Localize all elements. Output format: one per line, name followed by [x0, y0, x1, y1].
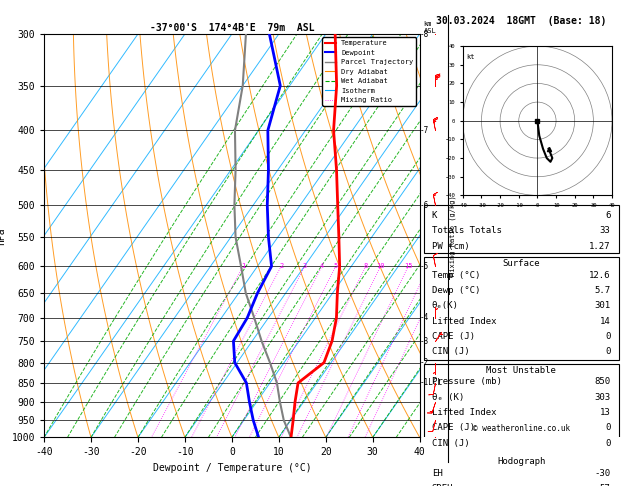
Text: θₑ(K): θₑ(K)	[432, 301, 459, 310]
Y-axis label: hPa: hPa	[0, 227, 6, 244]
Text: 0: 0	[605, 439, 611, 448]
Text: Totals Totals: Totals Totals	[432, 226, 502, 235]
Text: 0: 0	[605, 423, 611, 433]
Text: CAPE (J): CAPE (J)	[432, 423, 475, 433]
Text: 3: 3	[303, 263, 307, 269]
Text: 5.7: 5.7	[594, 286, 611, 295]
Text: -7: -7	[420, 126, 429, 135]
Text: Temp (°C): Temp (°C)	[432, 271, 480, 279]
Text: 0: 0	[605, 332, 611, 341]
Text: 30.03.2024  18GMT  (Base: 18): 30.03.2024 18GMT (Base: 18)	[436, 16, 606, 26]
Text: Lifted Index: Lifted Index	[432, 316, 496, 326]
Text: 15: 15	[404, 263, 413, 269]
Text: 303: 303	[594, 393, 611, 402]
Text: 8: 8	[364, 263, 368, 269]
Text: -3: -3	[420, 336, 429, 346]
Text: © weatheronline.co.uk: © weatheronline.co.uk	[472, 424, 570, 434]
Text: -8: -8	[420, 30, 429, 38]
Text: -5: -5	[420, 262, 429, 271]
X-axis label: Dewpoint / Temperature (°C): Dewpoint / Temperature (°C)	[153, 463, 311, 473]
Text: -6: -6	[420, 201, 429, 209]
Text: CAPE (J): CAPE (J)	[432, 332, 475, 341]
Text: -1LCL: -1LCL	[420, 379, 443, 387]
Text: K: K	[432, 211, 437, 220]
Text: 0: 0	[605, 347, 611, 356]
Text: 1.27: 1.27	[589, 242, 611, 251]
Text: 33: 33	[600, 226, 611, 235]
Text: km
ASL: km ASL	[423, 21, 436, 34]
Text: CIN (J): CIN (J)	[432, 439, 469, 448]
Legend: Temperature, Dewpoint, Parcel Trajectory, Dry Adiabat, Wet Adiabat, Isotherm, Mi: Temperature, Dewpoint, Parcel Trajectory…	[323, 37, 416, 106]
Text: SREH: SREH	[432, 484, 454, 486]
Text: 301: 301	[594, 301, 611, 310]
Text: CIN (J): CIN (J)	[432, 347, 469, 356]
Text: 12.6: 12.6	[589, 271, 611, 279]
Title: -37°00'S  174°4B'E  79m  ASL: -37°00'S 174°4B'E 79m ASL	[150, 23, 314, 33]
Text: 2: 2	[279, 263, 283, 269]
Text: 4: 4	[320, 263, 324, 269]
Text: Dewp (°C): Dewp (°C)	[432, 286, 480, 295]
Text: -30: -30	[594, 469, 611, 478]
Text: 850: 850	[594, 377, 611, 386]
Text: Most Unstable: Most Unstable	[486, 365, 556, 375]
Text: Hodograph: Hodograph	[497, 457, 545, 466]
Text: -2: -2	[420, 358, 429, 367]
Text: Pressure (mb): Pressure (mb)	[432, 377, 502, 386]
Text: -4: -4	[420, 313, 429, 322]
Text: 14: 14	[600, 316, 611, 326]
Text: 10: 10	[376, 263, 385, 269]
Text: 13: 13	[600, 408, 611, 417]
Text: PW (cm): PW (cm)	[432, 242, 469, 251]
Text: 57: 57	[600, 484, 611, 486]
Text: kt: kt	[467, 53, 475, 60]
Text: EH: EH	[432, 469, 443, 478]
Text: Surface: Surface	[503, 259, 540, 268]
Text: 1: 1	[241, 263, 245, 269]
Text: Lifted Index: Lifted Index	[432, 408, 496, 417]
Text: 6: 6	[605, 211, 611, 220]
Text: 5: 5	[333, 263, 338, 269]
Text: θₑ (K): θₑ (K)	[432, 393, 464, 402]
Text: Mixing Ratio (g/kg): Mixing Ratio (g/kg)	[450, 195, 456, 276]
